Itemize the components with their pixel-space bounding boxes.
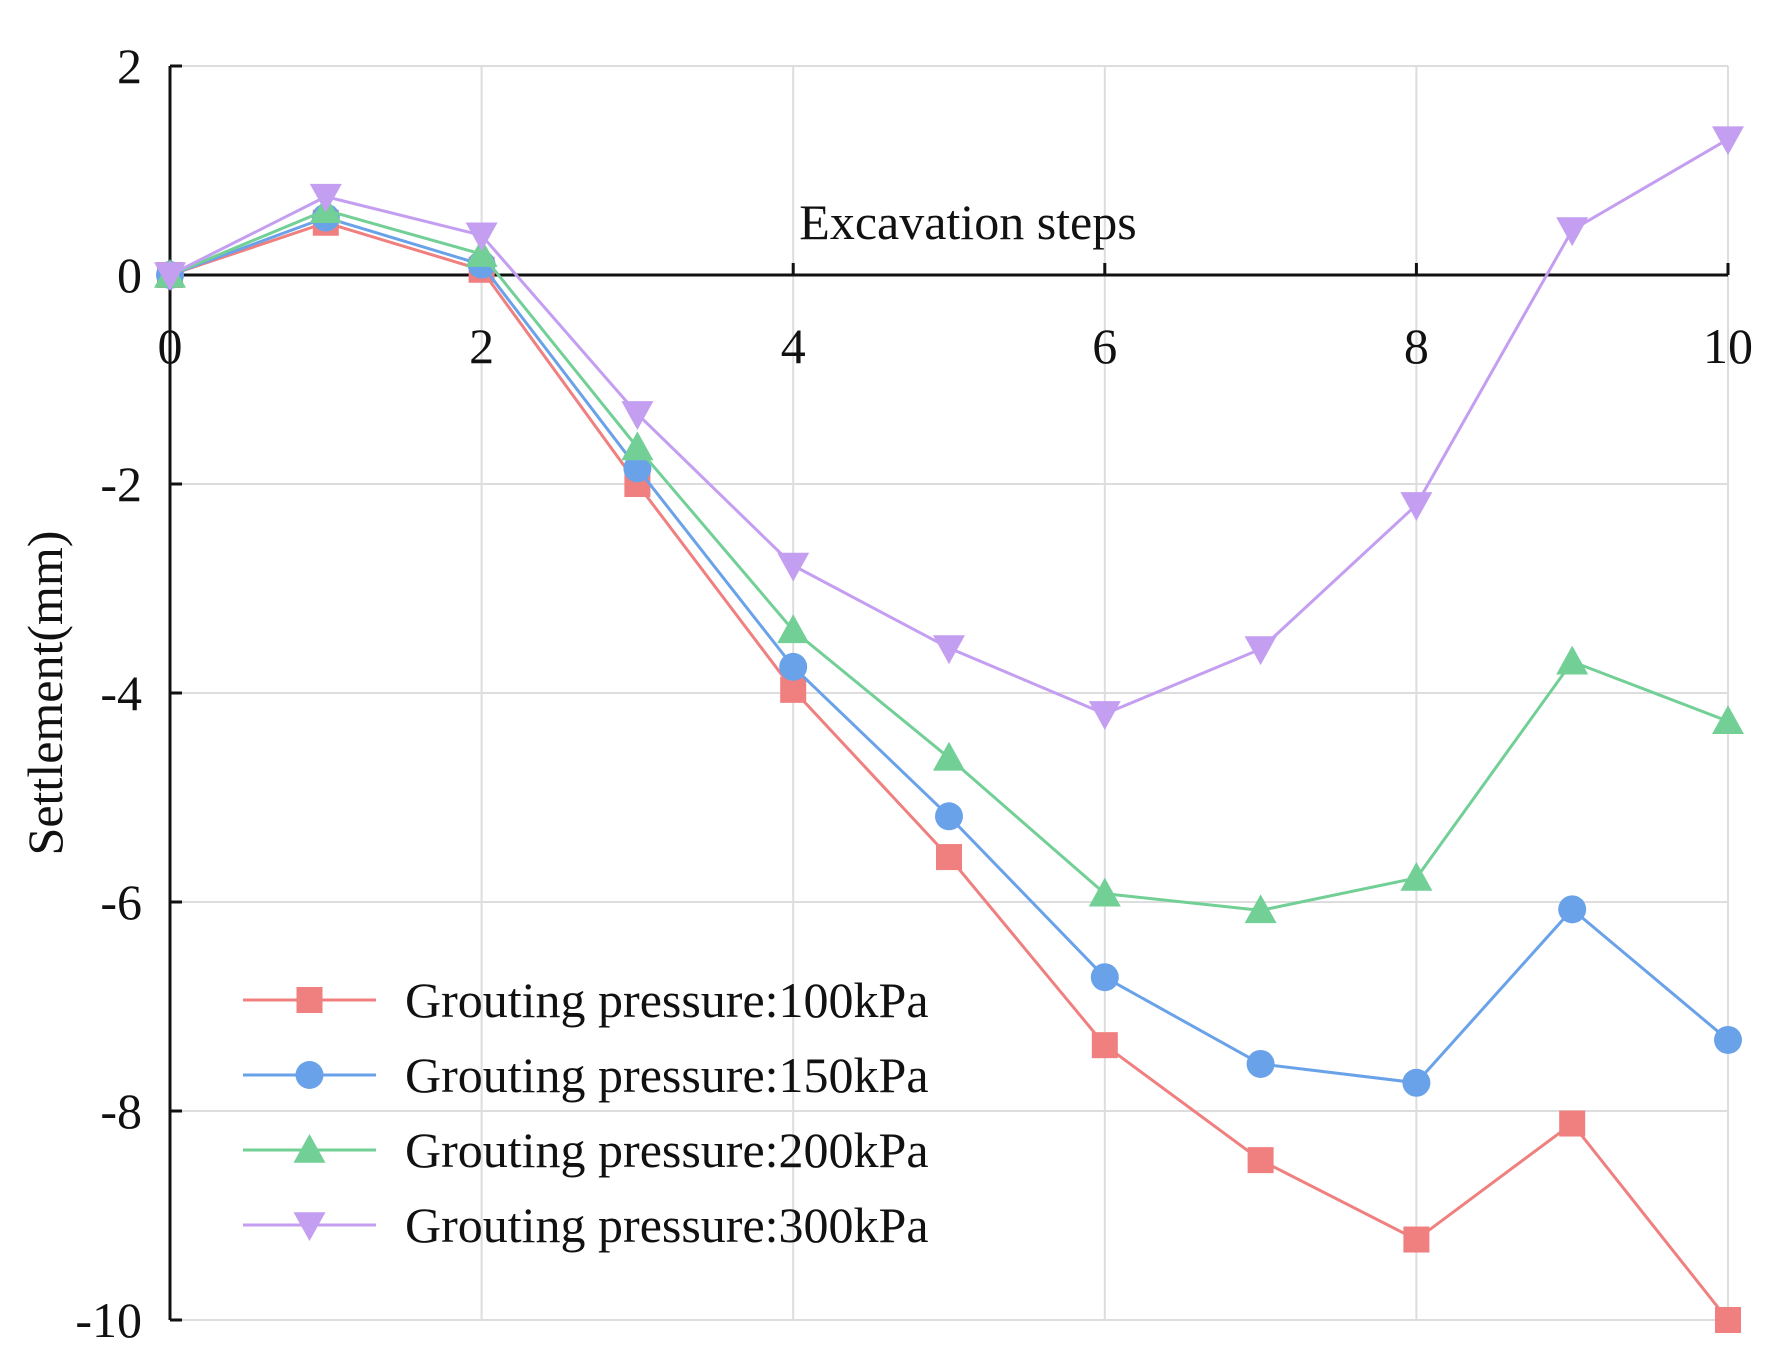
data-point xyxy=(777,552,810,582)
series-4 xyxy=(154,126,1744,730)
data-point xyxy=(933,741,965,771)
legend-item-4: Grouting pressure:300kPa xyxy=(243,1197,929,1253)
legend: Grouting pressure:100kPa Grouting pressur… xyxy=(243,972,929,1253)
series-group xyxy=(154,126,1744,1333)
legend-marker xyxy=(293,1134,326,1163)
y-tick-label: -6 xyxy=(100,874,142,930)
y-tick-label: -10 xyxy=(75,1292,142,1348)
data-point xyxy=(1402,1068,1431,1097)
y-tick-label: 2 xyxy=(117,38,142,94)
legend-item-2: Grouting pressure:150kPa xyxy=(243,1047,929,1103)
legend-marker xyxy=(296,987,323,1013)
data-point xyxy=(621,431,654,461)
data-point xyxy=(933,635,965,665)
x-tick-label: 0 xyxy=(158,318,183,374)
legend-label: Grouting pressure:300kPa xyxy=(405,1197,929,1253)
data-point xyxy=(936,844,962,871)
x-tick-label: 8 xyxy=(1404,318,1429,374)
y-tick-label: -2 xyxy=(100,456,142,512)
legend-marker xyxy=(295,1061,324,1089)
legend-marker xyxy=(293,1212,326,1241)
legend-label: Grouting pressure:200kPa xyxy=(405,1122,929,1178)
data-point xyxy=(779,652,808,681)
data-point xyxy=(1091,1032,1118,1059)
data-point xyxy=(154,262,186,291)
x-tick-label: 10 xyxy=(1703,318,1753,374)
data-point xyxy=(1559,1110,1586,1137)
data-point xyxy=(1400,492,1433,521)
data-point xyxy=(777,614,810,644)
x-tick-label: 2 xyxy=(469,318,494,374)
data-point xyxy=(309,183,342,213)
data-point xyxy=(465,222,498,252)
data-point xyxy=(1244,636,1277,666)
y-tick-label: -4 xyxy=(100,665,142,721)
data-point xyxy=(780,676,807,703)
data-point xyxy=(1090,963,1119,992)
x-tick-label: 4 xyxy=(781,318,806,374)
data-point xyxy=(1556,217,1589,247)
data-point xyxy=(1556,645,1589,675)
data-point xyxy=(1247,1147,1274,1174)
x-axis-title: Excavation steps xyxy=(799,194,1136,250)
data-point xyxy=(1403,1226,1430,1253)
series-1 xyxy=(157,209,1741,1333)
data-point xyxy=(1088,877,1121,907)
data-point xyxy=(1715,1307,1741,1333)
legend-item-3: Grouting pressure:200kPa xyxy=(243,1122,929,1178)
ticks: 0 2 4 6 8 10 2 0 -2 -4 -6 -8 -10 xyxy=(75,38,1753,1348)
data-point xyxy=(623,454,652,483)
data-point xyxy=(1246,1049,1275,1078)
data-point xyxy=(1244,894,1277,924)
data-point xyxy=(465,238,498,267)
y-axis-title: Settlement(mm) xyxy=(17,531,73,856)
data-point xyxy=(621,401,654,430)
legend-item-1: Grouting pressure:100kPa xyxy=(243,972,929,1028)
series-3 xyxy=(154,194,1744,924)
data-point xyxy=(1712,126,1744,156)
data-point xyxy=(1712,705,1744,735)
data-point xyxy=(935,802,963,831)
y-tick-label: 0 xyxy=(117,247,142,303)
x-tick-label: 6 xyxy=(1092,318,1117,374)
data-point xyxy=(1558,895,1587,924)
data-point xyxy=(1714,1025,1742,1054)
y-tick-label: -8 xyxy=(100,1083,142,1139)
legend-label: Grouting pressure:100kPa xyxy=(405,972,929,1028)
legend-label: Grouting pressure:150kPa xyxy=(405,1047,929,1103)
data-point xyxy=(1400,861,1433,891)
grid xyxy=(170,65,1729,1321)
data-point xyxy=(1088,701,1121,730)
